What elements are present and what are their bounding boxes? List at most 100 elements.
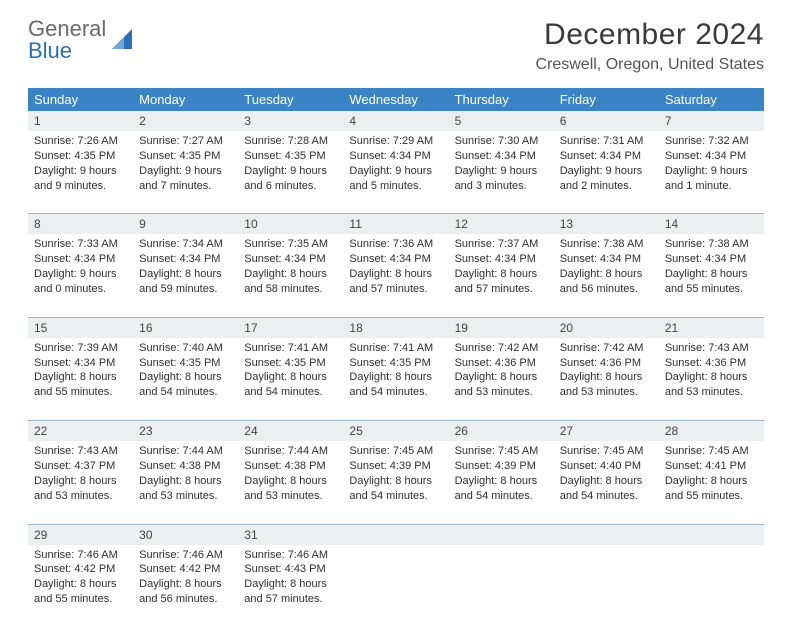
day-line: Sunset: 4:40 PM	[560, 459, 653, 474]
day-line: Sunset: 4:34 PM	[665, 252, 758, 267]
day-line: Daylight: 8 hours	[560, 474, 653, 489]
day-line: and 5 minutes.	[349, 179, 442, 194]
day-line: and 54 minutes.	[244, 385, 337, 400]
calendar-cell: Sunrise: 7:33 AMSunset: 4:34 PMDaylight:…	[28, 234, 133, 306]
day-text: Sunrise: 7:29 AMSunset: 4:34 PMDaylight:…	[343, 131, 448, 203]
day-text: Sunrise: 7:45 AMSunset: 4:41 PMDaylight:…	[659, 441, 764, 513]
day-line: Sunrise: 7:38 AM	[560, 237, 653, 252]
day-line: Daylight: 9 hours	[34, 164, 127, 179]
top-bar: General Blue December 2024 Creswell, Ore…	[28, 18, 764, 74]
calendar-cell: Sunrise: 7:34 AMSunset: 4:34 PMDaylight:…	[133, 234, 238, 306]
day-line: and 6 minutes.	[244, 179, 337, 194]
day-line: and 59 minutes.	[139, 282, 232, 297]
day-line: Sunset: 4:42 PM	[34, 562, 127, 577]
day-line: Sunset: 4:35 PM	[244, 356, 337, 371]
day-line: Sunset: 4:34 PM	[455, 252, 548, 267]
day-text: Sunrise: 7:28 AMSunset: 4:35 PMDaylight:…	[238, 131, 343, 203]
calendar-cell: Sunrise: 7:27 AMSunset: 4:35 PMDaylight:…	[133, 131, 238, 203]
day-text: Sunrise: 7:34 AMSunset: 4:34 PMDaylight:…	[133, 234, 238, 306]
day-line: Sunset: 4:36 PM	[455, 356, 548, 371]
day-line: Sunset: 4:34 PM	[349, 149, 442, 164]
day-line: Daylight: 8 hours	[244, 577, 337, 592]
day-line: Sunset: 4:34 PM	[665, 149, 758, 164]
day-line: Daylight: 9 hours	[139, 164, 232, 179]
day-number: 23	[133, 421, 238, 441]
page-subtitle: Creswell, Oregon, United States	[535, 56, 764, 74]
day-line: and 3 minutes.	[455, 179, 548, 194]
day-line: Daylight: 9 hours	[665, 164, 758, 179]
page: General Blue December 2024 Creswell, Ore…	[0, 0, 792, 637]
calendar: Sunday Monday Tuesday Wednesday Thursday…	[28, 88, 764, 617]
day-line: Sunrise: 7:43 AM	[34, 444, 127, 459]
day-line: and 55 minutes.	[665, 282, 758, 297]
day-line: Sunrise: 7:34 AM	[139, 237, 232, 252]
day-line: and 0 minutes.	[34, 282, 127, 297]
day-number: 27	[554, 421, 659, 441]
day-line: Daylight: 8 hours	[349, 474, 442, 489]
day-line: Daylight: 8 hours	[139, 474, 232, 489]
calendar-cell: Sunrise: 7:44 AMSunset: 4:38 PMDaylight:…	[133, 441, 238, 513]
day-text: Sunrise: 7:45 AMSunset: 4:39 PMDaylight:…	[343, 441, 448, 513]
day-header-row: Sunday Monday Tuesday Wednesday Thursday…	[28, 88, 764, 111]
day-text: Sunrise: 7:46 AMSunset: 4:43 PMDaylight:…	[238, 545, 343, 617]
day-line: Daylight: 8 hours	[665, 474, 758, 489]
day-text: Sunrise: 7:36 AMSunset: 4:34 PMDaylight:…	[343, 234, 448, 306]
logo-text: General Blue	[28, 18, 106, 62]
day-header: Monday	[133, 88, 238, 111]
day-number	[449, 525, 554, 545]
day-line: and 55 minutes.	[34, 592, 127, 607]
day-text: Sunrise: 7:43 AMSunset: 4:37 PMDaylight:…	[28, 441, 133, 513]
day-line: Sunset: 4:35 PM	[139, 149, 232, 164]
day-line: and 57 minutes.	[244, 592, 337, 607]
day-number: 28	[659, 421, 764, 441]
day-line: Sunrise: 7:46 AM	[34, 548, 127, 563]
day-text: Sunrise: 7:45 AMSunset: 4:40 PMDaylight:…	[554, 441, 659, 513]
day-line: and 53 minutes.	[455, 385, 548, 400]
day-line: and 7 minutes.	[139, 179, 232, 194]
calendar-cell: Sunrise: 7:39 AMSunset: 4:34 PMDaylight:…	[28, 338, 133, 410]
day-line: Sunset: 4:34 PM	[349, 252, 442, 267]
day-number	[343, 525, 448, 545]
day-number: 8	[28, 214, 133, 234]
day-header: Sunday	[28, 88, 133, 111]
day-number-row: 293031	[28, 524, 764, 545]
day-line: Sunrise: 7:28 AM	[244, 134, 337, 149]
day-number: 16	[133, 318, 238, 338]
day-line: Sunrise: 7:26 AM	[34, 134, 127, 149]
day-line: and 58 minutes.	[244, 282, 337, 297]
day-number: 20	[554, 318, 659, 338]
calendar-cell: Sunrise: 7:36 AMSunset: 4:34 PMDaylight:…	[343, 234, 448, 306]
day-line: Sunset: 4:43 PM	[244, 562, 337, 577]
day-line: Daylight: 9 hours	[349, 164, 442, 179]
calendar-cell: Sunrise: 7:42 AMSunset: 4:36 PMDaylight:…	[449, 338, 554, 410]
day-number: 21	[659, 318, 764, 338]
calendar-cell: Sunrise: 7:26 AMSunset: 4:35 PMDaylight:…	[28, 131, 133, 203]
day-line: Daylight: 8 hours	[560, 370, 653, 385]
day-line: Daylight: 9 hours	[34, 267, 127, 282]
day-line: Sunrise: 7:33 AM	[34, 237, 127, 252]
day-line: Sunrise: 7:36 AM	[349, 237, 442, 252]
day-line: Sunset: 4:41 PM	[665, 459, 758, 474]
day-line: Sunset: 4:34 PM	[139, 252, 232, 267]
day-text: Sunrise: 7:41 AMSunset: 4:35 PMDaylight:…	[343, 338, 448, 410]
day-number: 19	[449, 318, 554, 338]
day-text: Sunrise: 7:35 AMSunset: 4:34 PMDaylight:…	[238, 234, 343, 306]
day-text: Sunrise: 7:26 AMSunset: 4:35 PMDaylight:…	[28, 131, 133, 203]
calendar-cell: Sunrise: 7:45 AMSunset: 4:40 PMDaylight:…	[554, 441, 659, 513]
day-line: Sunrise: 7:40 AM	[139, 341, 232, 356]
day-line: Sunrise: 7:45 AM	[455, 444, 548, 459]
calendar-cell: Sunrise: 7:41 AMSunset: 4:35 PMDaylight:…	[238, 338, 343, 410]
logo-text-2: Blue	[28, 38, 72, 63]
day-line: Daylight: 8 hours	[455, 370, 548, 385]
day-line: Sunrise: 7:31 AM	[560, 134, 653, 149]
day-text: Sunrise: 7:30 AMSunset: 4:34 PMDaylight:…	[449, 131, 554, 203]
day-line: Sunset: 4:36 PM	[665, 356, 758, 371]
day-line: Sunset: 4:34 PM	[244, 252, 337, 267]
day-line: and 54 minutes.	[139, 385, 232, 400]
day-number: 2	[133, 111, 238, 131]
title-block: December 2024 Creswell, Oregon, United S…	[535, 18, 764, 74]
day-number: 22	[28, 421, 133, 441]
day-line: Daylight: 8 hours	[139, 577, 232, 592]
day-text: Sunrise: 7:39 AMSunset: 4:34 PMDaylight:…	[28, 338, 133, 410]
day-number: 15	[28, 318, 133, 338]
